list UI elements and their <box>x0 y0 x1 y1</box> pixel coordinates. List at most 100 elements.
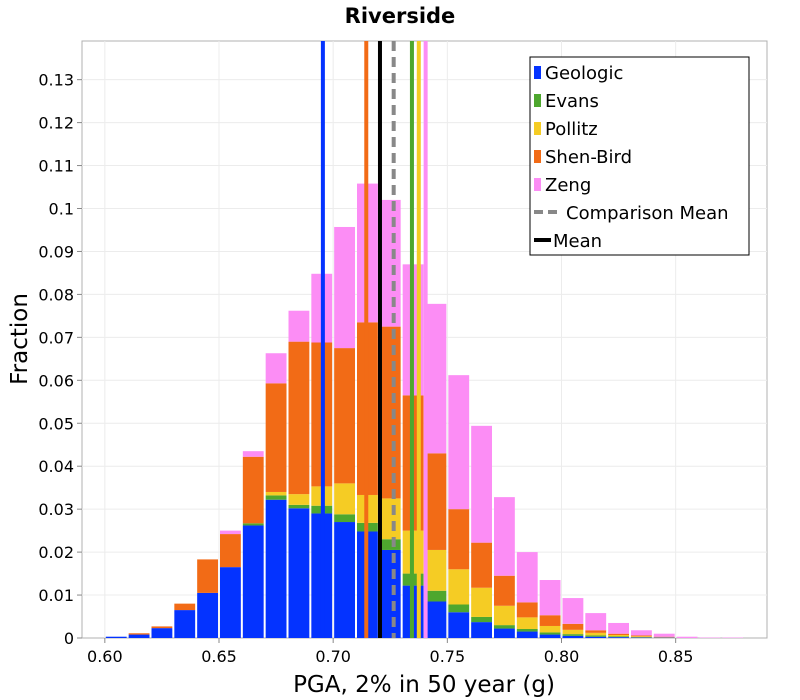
bar-zeng <box>539 580 561 616</box>
bar-shen-bird <box>585 630 607 633</box>
x-tick-label: 0.80 <box>544 647 580 666</box>
bar-zeng <box>379 199 401 327</box>
y-tick-label: 0.07 <box>38 328 74 347</box>
bar-geologic <box>516 631 538 638</box>
bar-shen-bird <box>516 602 538 618</box>
y-tick-label: 0.12 <box>38 114 74 133</box>
legend-label-mean: Mean <box>553 231 602 252</box>
bar-shen-bird <box>197 559 218 593</box>
bar-pollitz <box>471 587 492 617</box>
bar-zeng <box>242 451 264 457</box>
bar-pollitz <box>288 494 310 505</box>
y-tick-label: 0 <box>64 629 74 648</box>
y-tick-label: 0.02 <box>38 543 74 562</box>
y-tick-label: 0.13 <box>38 71 74 90</box>
bar-zeng <box>265 353 287 384</box>
bar-shen-bird <box>494 575 515 606</box>
bar-pollitz <box>516 617 538 629</box>
bar-zeng <box>288 310 310 342</box>
bar-zeng <box>653 633 675 637</box>
bar-pollitz <box>631 636 652 638</box>
bar-shen-bird <box>539 615 561 626</box>
legend-label-zeng: Zeng <box>545 175 591 196</box>
y-tick-label: 0.01 <box>38 586 74 605</box>
bar-pollitz <box>425 549 447 591</box>
y-axis-label: Fraction <box>7 293 33 385</box>
x-tick-label: 0.70 <box>315 647 351 666</box>
legend-swatch-zeng <box>534 178 541 191</box>
bar-geologic <box>105 636 127 638</box>
bar-geologic <box>425 601 447 638</box>
bar-geologic <box>585 636 607 638</box>
y-tick-label: 0.05 <box>38 414 74 433</box>
bar-pollitz <box>608 634 629 637</box>
bar-shen-bird <box>220 534 241 568</box>
mean-lines-group <box>320 41 428 638</box>
bars-group <box>105 183 744 638</box>
bar-pollitz <box>448 569 470 605</box>
bar-zeng <box>448 375 470 510</box>
bar-evans <box>608 636 629 638</box>
bar-zeng <box>516 552 538 603</box>
bar-geologic <box>242 525 264 638</box>
bar-shen-bird <box>471 542 492 588</box>
bar-zeng <box>608 622 629 634</box>
bar-pollitz <box>585 632 607 636</box>
x-tick-label: 0.65 <box>201 647 237 666</box>
bar-geologic <box>288 508 310 638</box>
bar-zeng <box>585 613 607 631</box>
bar-geologic <box>265 499 287 638</box>
bar-evans <box>288 504 310 509</box>
bar-shen-bird <box>288 341 310 495</box>
legend-swatch-pollitz <box>534 122 541 135</box>
bar-geologic <box>494 628 515 638</box>
y-tick-label: 0.04 <box>38 457 74 476</box>
bar-evans <box>494 625 515 629</box>
x-axis-label: PGA, 2% in 50 year (g) <box>293 672 555 698</box>
bar-evans <box>379 539 401 550</box>
bar-evans <box>539 632 561 635</box>
y-tick-label: 0.1 <box>49 200 74 219</box>
legend-label-evans: Evans <box>545 91 599 112</box>
bar-evans <box>334 514 355 523</box>
legend-swatch-shen-bird <box>534 150 541 163</box>
bar-pollitz <box>494 605 515 626</box>
bar-geologic <box>334 522 355 638</box>
bar-evans <box>516 628 538 632</box>
bar-zeng <box>334 226 355 349</box>
y-tick-label: 0.08 <box>38 285 74 304</box>
legend-label-pollitz: Pollitz <box>545 119 598 140</box>
bar-geologic <box>220 567 241 638</box>
bar-geologic <box>562 635 584 638</box>
bar-zeng <box>676 636 698 638</box>
bar-zeng <box>425 303 447 454</box>
bar-geologic <box>379 549 401 638</box>
bar-zeng <box>220 530 241 535</box>
bar-geologic <box>174 610 196 638</box>
bar-pollitz <box>334 483 355 515</box>
legend-swatch-evans <box>534 94 541 107</box>
y-tick-label: 0.03 <box>38 500 74 519</box>
bar-zeng <box>562 598 584 624</box>
bar-geologic <box>471 622 492 638</box>
bar-shen-bird <box>174 603 196 611</box>
bar-evans <box>242 523 264 526</box>
bar-evans <box>471 616 492 623</box>
bar-evans <box>425 590 447 602</box>
legend: Geologic Evans Pollitz Shen-Bird Zeng Compari… <box>529 56 750 256</box>
x-tick-label: 0.60 <box>87 647 123 666</box>
bar-pollitz <box>265 491 287 496</box>
bar-shen-bird <box>448 509 470 570</box>
chart-title: Riverside <box>345 4 456 28</box>
legend-label-shen-bird: Shen-Bird <box>545 147 632 168</box>
bar-zeng <box>494 497 515 576</box>
legend-swatch-geologic <box>534 66 541 79</box>
bar-shen-bird <box>242 456 264 524</box>
bar-geologic <box>539 634 561 638</box>
bar-geologic <box>128 634 150 638</box>
legend-box <box>529 56 750 256</box>
y-tick-label: 0.11 <box>38 157 74 176</box>
bar-evans <box>448 604 470 613</box>
bar-shen-bird <box>608 633 629 635</box>
